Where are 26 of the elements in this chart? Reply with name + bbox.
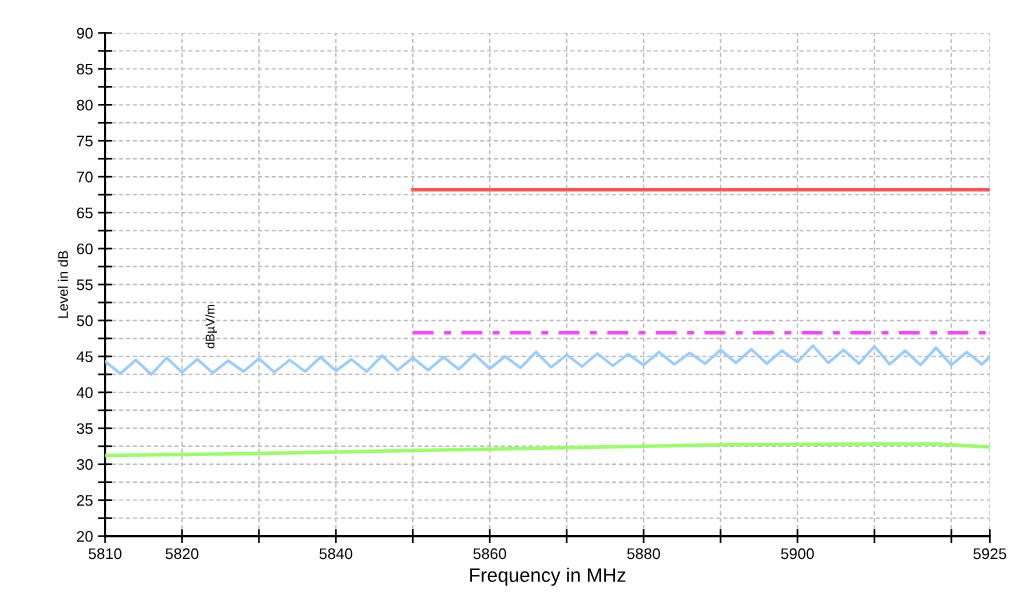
x-tick-label: 5925 — [973, 548, 1007, 560]
x-axis-title: Frequency in MHz — [470, 567, 626, 586]
y-axis-title: Level in dB — [57, 250, 68, 318]
x-tick-label: 5900 — [781, 548, 814, 560]
x-tick-label: 5880 — [627, 548, 661, 560]
y-tick-label: 75 — [77, 135, 93, 147]
y-tick-label: 80 — [76, 99, 93, 111]
y-tick-label: 90 — [76, 27, 93, 39]
y-tick-label: 60 — [77, 243, 93, 255]
y-tick-label: 30 — [76, 459, 93, 470]
y-tick-label: 40 — [76, 387, 93, 399]
x-tick-label: 5810 — [88, 548, 122, 560]
line-series — [105, 442, 990, 458]
x-tick-label: 5840 — [319, 548, 353, 560]
y-tick-label: 20 — [77, 530, 93, 542]
y-tick-label: 85 — [76, 63, 93, 75]
annotation: dBµV/m — [205, 304, 217, 349]
y-tick-label: 25 — [77, 495, 93, 506]
y-tick-label: 35 — [76, 423, 93, 434]
x-tick-label: 5860 — [473, 548, 507, 560]
y-tick-label: 70 — [77, 171, 93, 183]
y-tick-label: 55 — [76, 279, 93, 291]
x-tick-label: 5820 — [165, 548, 199, 560]
y-tick-label: 45 — [76, 351, 93, 363]
y-tick-label: 50 — [76, 315, 93, 327]
y-tick-label: 65 — [77, 207, 93, 219]
